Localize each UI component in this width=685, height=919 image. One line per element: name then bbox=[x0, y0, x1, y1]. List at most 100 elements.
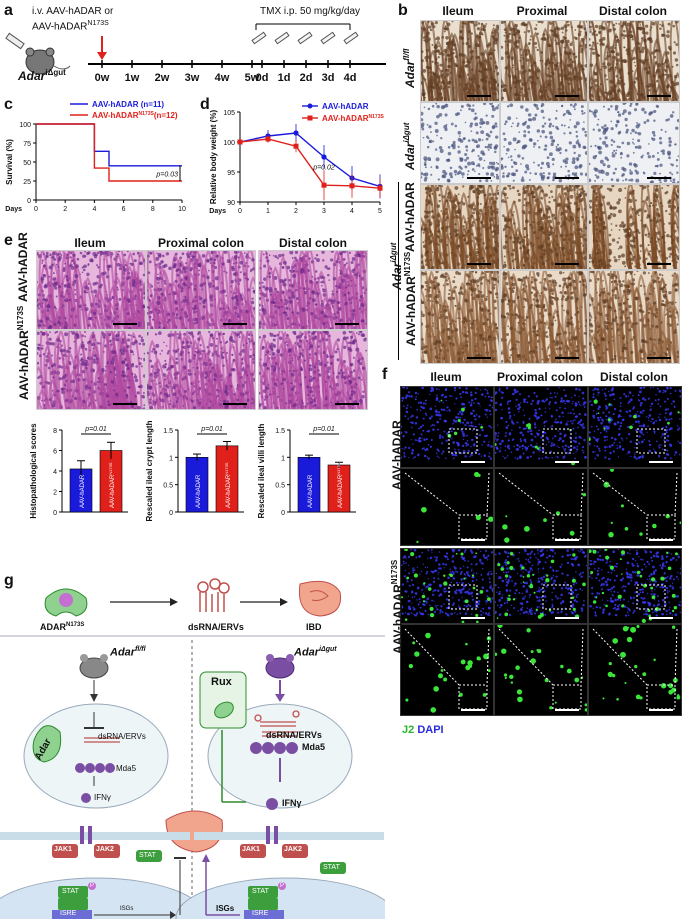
ifn-left-icon bbox=[81, 793, 91, 803]
g-stat-free-left: STAT bbox=[139, 852, 156, 859]
y-tick-label: 1.5 bbox=[163, 428, 173, 435]
week-label: 0w bbox=[94, 72, 110, 84]
g-ifn-right-label: IFNγ bbox=[282, 798, 302, 808]
pill-icon bbox=[214, 701, 234, 719]
y-tick-label: 100 bbox=[223, 140, 235, 147]
g-p-left: P bbox=[88, 882, 96, 890]
p-value: p=0.01 bbox=[84, 426, 107, 433]
y-tick-label: 1.5 bbox=[275, 428, 285, 435]
g-p-right: P bbox=[278, 882, 286, 890]
g-ibd-label: IBD bbox=[306, 622, 322, 632]
g-left-mouse-label: Adarfl/fl bbox=[110, 646, 146, 659]
data-point bbox=[237, 139, 243, 145]
g-isgs-left: ISGs bbox=[120, 906, 134, 912]
y-tick-label: 90 bbox=[227, 200, 235, 207]
mda5-left-icon bbox=[75, 763, 115, 773]
adar-n173s-icon bbox=[44, 588, 88, 617]
syringe-icon bbox=[5, 32, 25, 50]
p-value: p=0.02 bbox=[312, 165, 335, 172]
dsrna-left-icon bbox=[84, 737, 120, 743]
day-label: 1d bbox=[277, 72, 291, 84]
g-mda5-left-label: Mda5 bbox=[116, 764, 137, 773]
f-micrograph bbox=[494, 624, 588, 716]
g-stat-right: STAT bbox=[252, 888, 269, 895]
f-legend: J2 DAPI bbox=[402, 724, 444, 736]
data-point bbox=[321, 182, 327, 188]
intestine-center-icon bbox=[165, 810, 223, 853]
f-row-n173s: AAV-hADARN173S bbox=[390, 559, 405, 654]
b-micrograph bbox=[588, 20, 680, 102]
e-col-distal: Distal colon bbox=[278, 236, 347, 250]
dsrna-right-icon bbox=[254, 710, 300, 737]
f-micrograph bbox=[588, 548, 682, 624]
series-line bbox=[36, 123, 182, 182]
x-tick-label: 0 bbox=[238, 208, 242, 215]
p-value: p=0.01 bbox=[312, 426, 335, 433]
g-dsrna-right-label: dsRNA/ERVs bbox=[266, 730, 322, 740]
e-col-proximal: Proximal colon bbox=[157, 236, 245, 250]
f-micrograph bbox=[400, 624, 494, 716]
legend-entry: AAV-hADARN173S(n=12) bbox=[92, 111, 178, 120]
panel-label-a: a bbox=[4, 2, 13, 19]
data-point bbox=[377, 185, 383, 191]
intestine-icon bbox=[298, 580, 342, 617]
b-micrograph bbox=[588, 102, 680, 184]
mouse-icon bbox=[25, 47, 71, 75]
x-tick-label: 2 bbox=[63, 206, 67, 213]
b-row-n173s: AAV-hADARN173S bbox=[403, 251, 418, 346]
y-tick-label: 4 bbox=[53, 469, 57, 476]
e-micrograph bbox=[258, 250, 368, 330]
dsrna-icon bbox=[197, 578, 230, 612]
j2-legend: J2 bbox=[402, 724, 415, 736]
e-col-ileum: Ileum bbox=[74, 236, 106, 250]
b-micrograph bbox=[420, 102, 500, 184]
jak1-left bbox=[52, 844, 78, 858]
f-micrograph bbox=[588, 468, 682, 546]
y-tick-label: 0 bbox=[27, 198, 31, 205]
bar-chart-2: 0 0.5 1 1.5 Rescaled ileal crypt length AAV-h… bbox=[145, 420, 244, 521]
y-tick-label: 1 bbox=[169, 455, 173, 462]
g-jak1-left-text: JAK1 bbox=[54, 846, 72, 853]
g-jak2-left-text: JAK2 bbox=[96, 846, 114, 853]
y-tick-label: 2 bbox=[53, 490, 57, 497]
f-micrograph bbox=[494, 468, 588, 546]
jak1-right bbox=[240, 844, 266, 858]
y-axis-label: Histopathological scores bbox=[29, 423, 38, 519]
b-micrograph bbox=[500, 20, 588, 102]
bar-category-label: AAV-hADAR bbox=[80, 474, 86, 508]
panel-label-g: g bbox=[4, 572, 14, 589]
legend-entry: AAV-hADAR (n=11) bbox=[92, 100, 164, 109]
g-rux-label: Rux bbox=[211, 676, 232, 688]
bar-category-label: AAV-hADARN173S bbox=[336, 462, 344, 508]
e-micrograph bbox=[146, 250, 256, 330]
jak2-right bbox=[282, 844, 308, 858]
x-tick-label: 8 bbox=[151, 206, 155, 213]
series-line bbox=[36, 123, 182, 167]
f-micrograph bbox=[400, 468, 494, 546]
p-value: p=0.03 bbox=[155, 171, 178, 178]
day-label: 0d bbox=[255, 72, 269, 84]
mechanism-diagram bbox=[0, 578, 385, 919]
y-tick-label: 0.5 bbox=[163, 483, 173, 490]
g-isre-right: ISRE bbox=[252, 910, 269, 917]
x-tick-label: 5 bbox=[378, 208, 382, 215]
data-point bbox=[349, 183, 355, 189]
y-tick-label: 0.5 bbox=[275, 483, 285, 490]
g-mda5-right-label: Mda5 bbox=[302, 742, 326, 752]
bar-category-label: AAV-hADARN173S bbox=[108, 462, 116, 508]
x-tick-label: 1 bbox=[266, 208, 270, 215]
b-micrograph bbox=[500, 184, 588, 270]
y-tick-label: 75 bbox=[23, 141, 31, 148]
b-micrograph bbox=[500, 270, 588, 364]
y-tick-label: 8 bbox=[53, 428, 57, 435]
injection-sup: N173S bbox=[87, 20, 109, 27]
e-micrograph bbox=[258, 330, 368, 410]
legend-entry: AAV-hADAR bbox=[322, 102, 369, 111]
week-label: 3w bbox=[184, 72, 200, 84]
b-micrograph bbox=[420, 270, 500, 364]
panel-label-c: c bbox=[4, 96, 13, 113]
g-stat-free-right: STAT bbox=[323, 864, 340, 871]
f-micrograph bbox=[588, 386, 682, 468]
week-label: 1w bbox=[124, 72, 140, 84]
b-row-igut: AdariΔgut bbox=[402, 122, 417, 170]
